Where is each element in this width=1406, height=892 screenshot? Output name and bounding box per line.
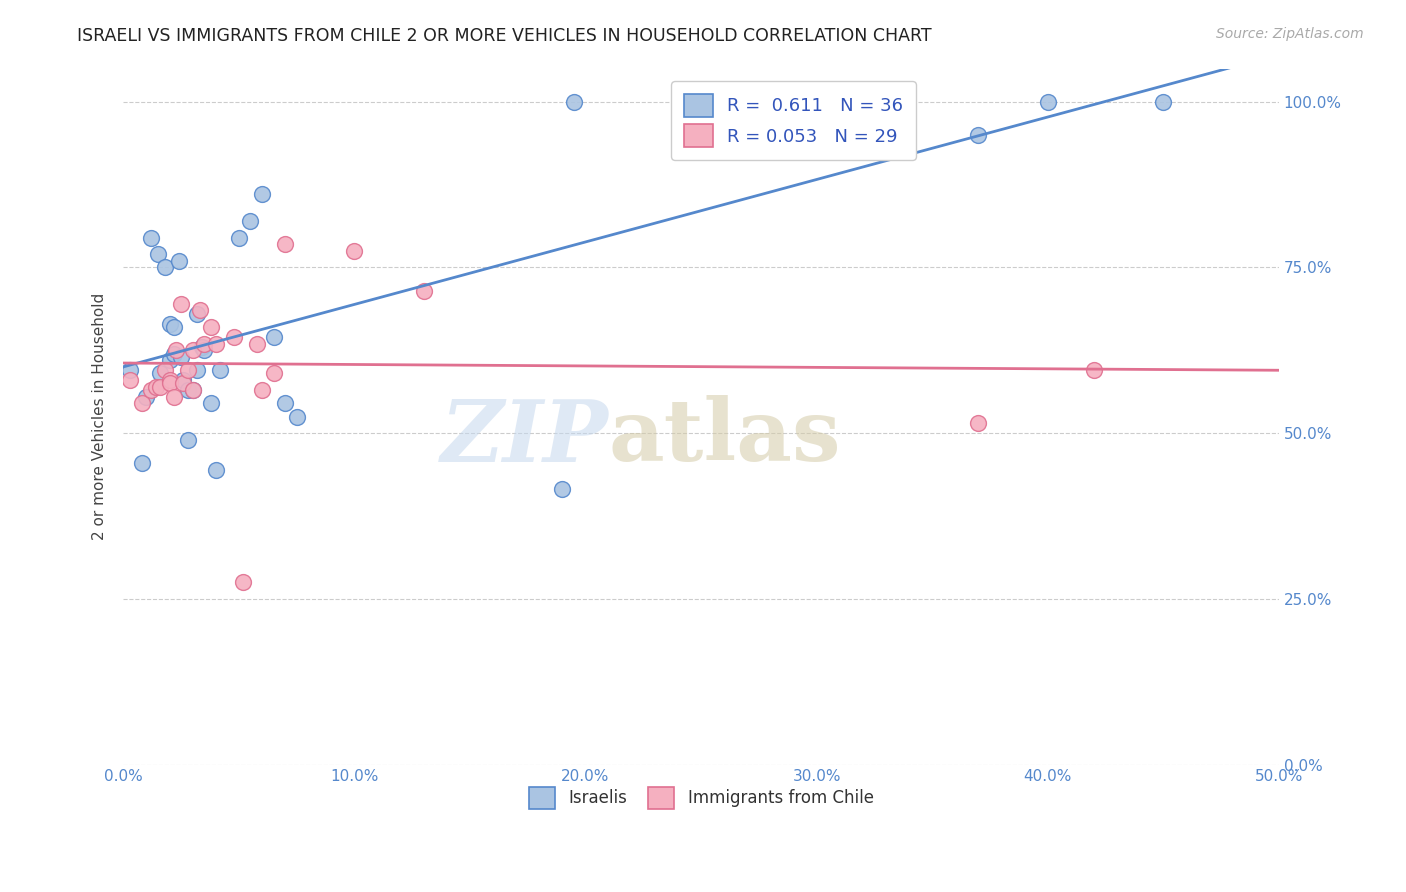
Point [285, 409, 308, 424]
Point [163, 346, 186, 360]
Point [246, 336, 269, 351]
Point [232, 575, 254, 590]
Text: Source: ZipAtlas.com: Source: ZipAtlas.com [1216, 27, 1364, 41]
Point [177, 383, 200, 397]
Point [170, 350, 193, 364]
Point [250, 187, 273, 202]
Point [146, 247, 169, 261]
Point [153, 363, 176, 377]
Point [177, 363, 200, 377]
Point [250, 383, 273, 397]
Point [224, 330, 246, 344]
Point [139, 383, 162, 397]
Point [120, 373, 142, 387]
Point [274, 237, 297, 252]
Point [193, 336, 215, 351]
Text: atlas: atlas [609, 395, 841, 479]
Point [852, 95, 875, 109]
Point [139, 230, 162, 244]
Text: ZIP: ZIP [441, 396, 609, 479]
Point [343, 244, 366, 258]
Point [263, 330, 285, 344]
Point [149, 380, 172, 394]
Point [120, 363, 142, 377]
Point [967, 416, 990, 430]
Point [153, 260, 176, 275]
Point [551, 483, 574, 497]
Point [200, 320, 222, 334]
Point [177, 433, 200, 447]
Point [186, 363, 208, 377]
Point [263, 367, 285, 381]
Point [228, 230, 250, 244]
Point [1036, 95, 1059, 109]
Point [159, 373, 181, 387]
Point [149, 367, 172, 381]
Point [166, 343, 188, 358]
Point [412, 284, 434, 298]
Point [170, 297, 193, 311]
Point [239, 214, 262, 228]
Point [209, 363, 232, 377]
Point [172, 376, 194, 391]
Point [172, 373, 194, 387]
Point [159, 317, 181, 331]
Point [1152, 95, 1174, 109]
Point [163, 320, 186, 334]
Point [967, 128, 990, 142]
Point [167, 253, 190, 268]
Point [204, 462, 226, 476]
Legend: Israelis, Immigrants from Chile: Israelis, Immigrants from Chile [522, 780, 880, 815]
Point [145, 380, 167, 394]
Point [204, 336, 226, 351]
Point [181, 383, 204, 397]
Point [135, 390, 157, 404]
Point [193, 343, 215, 358]
Point [159, 353, 181, 368]
Point [186, 307, 208, 321]
Point [274, 396, 297, 410]
Point [200, 396, 222, 410]
Point [188, 303, 211, 318]
Point [181, 343, 204, 358]
Point [1083, 363, 1105, 377]
Y-axis label: 2 or more Vehicles in Household: 2 or more Vehicles in Household [93, 293, 107, 541]
Point [163, 390, 186, 404]
Point [159, 376, 181, 391]
Point [191, 340, 214, 354]
Point [181, 383, 204, 397]
Point [131, 456, 153, 470]
Text: ISRAELI VS IMMIGRANTS FROM CHILE 2 OR MORE VEHICLES IN HOUSEHOLD CORRELATION CHA: ISRAELI VS IMMIGRANTS FROM CHILE 2 OR MO… [77, 27, 932, 45]
Point [131, 396, 153, 410]
Point [562, 95, 585, 109]
